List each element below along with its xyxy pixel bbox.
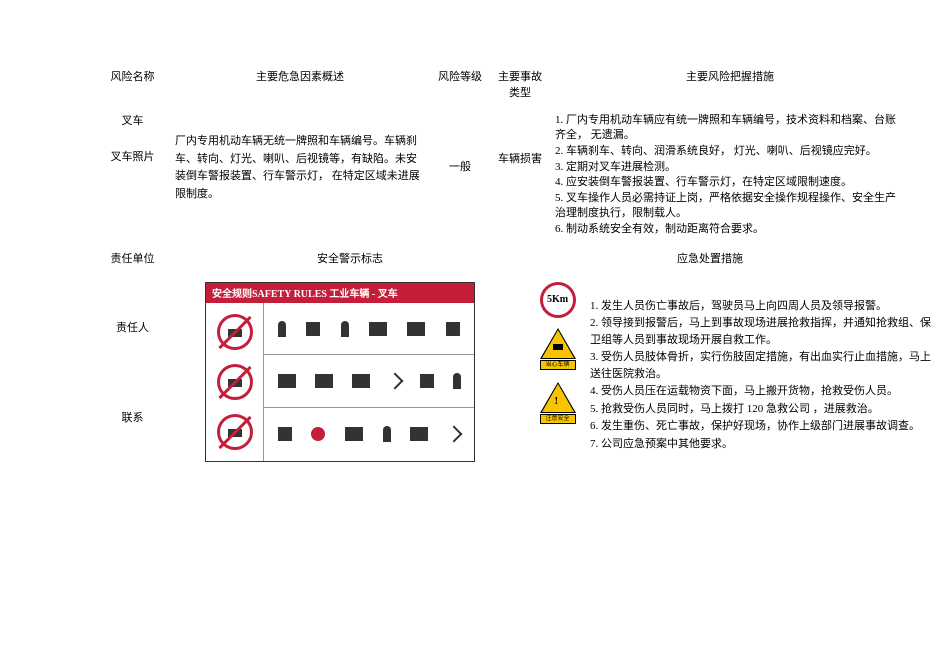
pictogram-icon — [410, 427, 428, 441]
cell-measures: 1. 厂内专用机动车辆应有统一牌照和车辆编号，技术资料和档案、台账齐全， 无遗漏… — [555, 108, 905, 242]
th-hazard: 主要危急因素概述 — [175, 60, 425, 108]
warning-signs: 5Km 当心车辆 ! 注意安全 — [535, 282, 580, 462]
safety-sign-label: 安全警示标志 — [175, 242, 525, 274]
warning-caution-sign: ! 注意安全 — [540, 382, 576, 426]
warn-label-1: 当心车辆 — [540, 360, 576, 370]
poster-title: 安全规则SAFETY RULES 工业车辆 - 叉车 — [206, 283, 474, 303]
cell-name: 叉车 叉车照片 — [100, 108, 165, 242]
bottom-section: 责任人 联系 安全规则SAFETY RULES 工业车辆 - 叉车 — [100, 282, 880, 462]
measure-2: 2. 车辆刹车、转向、润滑系统良好， 灯光、喇叭、后视镜应完好。 — [555, 144, 905, 159]
pictogram-row — [264, 355, 474, 408]
left-labels: 责任人 联系 — [100, 282, 165, 462]
section-row: 责任单位 安全警示标志 应急处置措施 — [100, 242, 880, 274]
person-icon — [278, 321, 286, 337]
pictogram-icon — [369, 322, 387, 336]
measure-1: 1. 厂内专用机动车辆应有统一牌照和车辆编号，技术资料和档案、台账齐全， 无遗漏… — [555, 113, 905, 143]
contact-label: 联系 — [100, 409, 165, 425]
cell-hazard: 厂内专用机动车辆无统一牌照和车辆编号。车辆刹车、转向、灯光、喇叭、后视镜等，有缺… — [175, 108, 425, 242]
emergency-item-4: 4. 受伤人员压在运载物资下面，马上搬开货物，抢救受伤人员。 — [590, 383, 940, 400]
pictogram-icon — [420, 374, 434, 388]
pictogram-icon — [311, 427, 325, 441]
emergency-item-2: 2. 领导接到报警后，马上到事故现场进展抢救指挥，并通知抢救组、保卫组等人员到事… — [590, 315, 940, 348]
risk-table: 风险名称 主要危急因素概述 风险等级 主要事故类型 主要风险把握措施 叉车 叉车… — [100, 60, 880, 242]
emergency-item-3: 3. 受伤人员肢体骨折，实行伤肢固定措施，有出血实行止血措施，马上送往医院救治。 — [590, 349, 940, 382]
prohibition-icon — [217, 414, 253, 450]
th-measures: 主要风险把握措施 — [555, 60, 905, 108]
emergency-item-5: 5. 抢救受伤人员同时，马上拨打 120 急救公司 ，进展救治。 — [590, 401, 940, 418]
risk-name-value: 叉车 — [100, 112, 165, 128]
resp-person-label: 责任人 — [100, 319, 165, 335]
emergency-measures: 1. 发生人员伤亡事故后，驾驶员马上向四周人员及领导报警。 2. 领导接到报警后… — [590, 282, 940, 462]
exclaim-icon: ! — [555, 395, 559, 407]
cell-level: 一般 — [435, 108, 485, 242]
prohibition-column — [206, 303, 264, 461]
cell-accident: 车辆损害 — [495, 108, 545, 242]
accident-value: 车辆损害 — [498, 153, 542, 165]
pictogram-icon — [352, 374, 370, 388]
level-value: 一般 — [449, 161, 471, 173]
speed-value: 5Km — [547, 294, 568, 305]
pictogram-column — [264, 303, 474, 461]
measure-3: 3. 定期对叉车进展检测。 — [555, 160, 905, 175]
person-icon — [383, 426, 391, 442]
pictogram-icon — [446, 322, 460, 336]
resp-unit-label: 责任单位 — [100, 242, 165, 274]
safety-poster: 安全规则SAFETY RULES 工业车辆 - 叉车 — [205, 282, 475, 462]
pictogram-row — [264, 408, 474, 461]
th-risk-name: 风险名称 — [100, 60, 165, 108]
warning-vehicle-sign: 当心车辆 — [540, 328, 576, 372]
arrow-icon — [386, 373, 403, 390]
pictogram-icon — [278, 374, 296, 388]
prohibition-icon — [217, 314, 253, 350]
emergency-item-7: 7. 公司应急预案中其他要求。 — [590, 436, 940, 453]
measure-6: 6. 制动系统安全有效，制动距离符合要求。 — [555, 222, 905, 237]
arrow-icon — [446, 426, 463, 443]
pictogram-row — [264, 303, 474, 356]
pictogram-icon — [345, 427, 363, 441]
prohibition-icon — [217, 364, 253, 400]
emergency-label: 应急处置措施 — [535, 242, 885, 274]
pictogram-icon — [278, 427, 292, 441]
th-level: 风险等级 — [435, 60, 485, 108]
photo-label: 叉车照片 — [100, 148, 165, 164]
emergency-item-6: 6. 发生重伤、死亡事故，保护好现场，协作上级部门进展事故调查。 — [590, 418, 940, 435]
person-icon — [341, 321, 349, 337]
th-accident: 主要事故类型 — [495, 60, 545, 108]
warn-label-2: 注意安全 — [540, 414, 576, 424]
hazard-text: 厂内专用机动车辆无统一牌照和车辆编号。车辆刹车、转向、灯光、喇叭、后视镜等，有缺… — [175, 133, 425, 203]
pictogram-icon — [407, 322, 425, 336]
pictogram-icon — [306, 322, 320, 336]
speed-limit-sign: 5Km — [540, 282, 576, 318]
poster-container: 安全规则SAFETY RULES 工业车辆 - 叉车 — [175, 282, 525, 462]
measure-5: 5. 叉车操作人员必需持证上岗，严格依据安全操作规程操作、安全生产治理制度执行，… — [555, 191, 905, 221]
person-icon — [453, 373, 461, 389]
forklift-icon — [553, 344, 563, 350]
pictogram-icon — [315, 374, 333, 388]
poster-body — [206, 303, 474, 461]
emergency-item-1: 1. 发生人员伤亡事故后，驾驶员马上向四周人员及领导报警。 — [590, 298, 940, 315]
measure-4: 4. 应安装倒车警报装置、行车警示灯，在特定区域限制速度。 — [555, 175, 905, 190]
